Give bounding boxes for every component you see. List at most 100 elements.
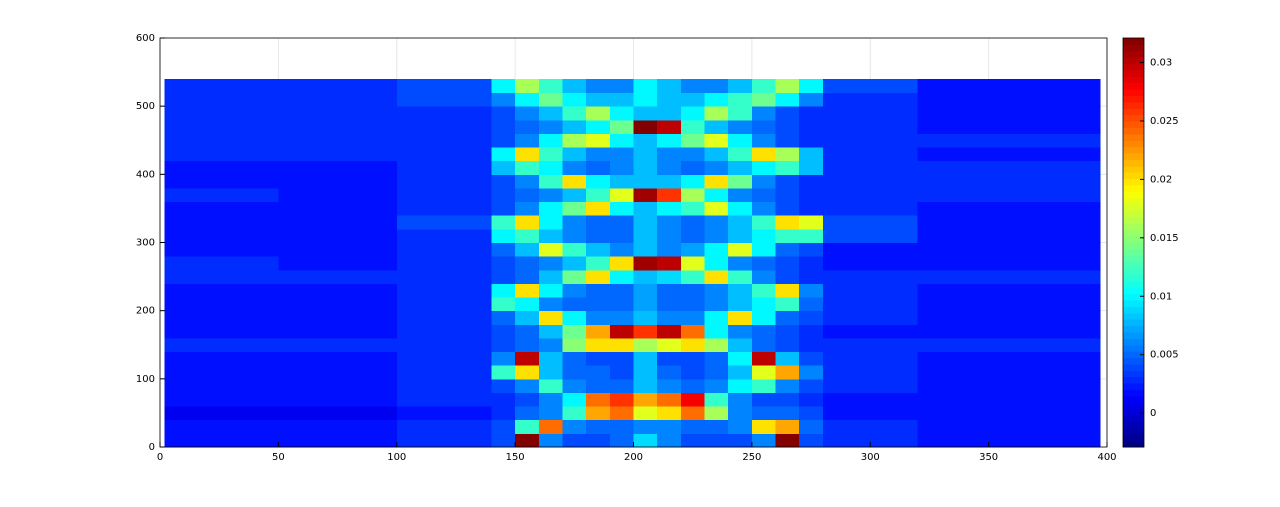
heatmap-cell <box>728 133 753 148</box>
heatmap-cell <box>775 78 800 94</box>
heatmap-cell <box>164 242 279 257</box>
heatmap-cell <box>704 378 729 393</box>
heatmap-cell <box>799 119 824 134</box>
colorbar-segment <box>1123 415 1144 422</box>
heatmap-cell <box>396 283 492 298</box>
y-tick-label: 600 <box>136 33 155 44</box>
heatmap-cell <box>609 78 634 94</box>
heatmap-cell <box>728 297 753 312</box>
heatmap-cell <box>515 406 540 421</box>
heatmap-cell <box>562 106 587 121</box>
heatmap-cell <box>586 133 611 148</box>
heatmap-cell <box>515 78 540 94</box>
x-tick-label: 200 <box>624 452 643 463</box>
heatmap-cell <box>680 310 706 325</box>
heatmap-cell <box>609 351 634 366</box>
heatmap-cell <box>822 433 919 448</box>
heatmap-cell <box>728 92 753 107</box>
heatmap-cell <box>278 174 398 189</box>
heatmap-cell <box>822 310 919 325</box>
heatmap-cell <box>917 106 1101 121</box>
heatmap-cell <box>538 269 563 284</box>
colorbar-segment <box>1123 300 1144 307</box>
heatmap-cell <box>657 324 682 339</box>
heatmap-cell <box>562 256 587 271</box>
heatmap-cell <box>538 433 563 448</box>
heatmap-cell <box>822 228 919 243</box>
heatmap-cell <box>538 106 563 121</box>
heatmap-cell <box>609 147 634 162</box>
colorbar-segment <box>1123 50 1144 58</box>
heatmap-cell <box>396 433 492 448</box>
heatmap-cell <box>799 78 824 94</box>
heatmap-cell <box>917 419 1101 434</box>
heatmap-cell <box>728 242 753 257</box>
heatmap-cell <box>164 147 279 162</box>
heatmap-cell <box>799 351 824 366</box>
heatmap-cell <box>751 324 777 339</box>
colorbar-tick-label: 0.02 <box>1150 174 1172 185</box>
heatmap-cell <box>278 78 398 94</box>
colorbar-tick-label: 0.01 <box>1150 291 1172 302</box>
colorbar-segment <box>1123 236 1144 243</box>
heatmap-cell <box>586 174 611 189</box>
colorbar-segment <box>1123 293 1144 301</box>
heatmap-cell <box>396 310 492 325</box>
heatmap-cell <box>164 283 279 298</box>
heatmap-cell <box>164 269 279 284</box>
heatmap-cell <box>278 256 398 271</box>
heatmap-cell <box>751 365 777 380</box>
colorbar-segment <box>1123 121 1144 128</box>
heatmap-cell <box>917 283 1101 298</box>
heatmap-cell <box>396 242 492 257</box>
heatmap-cell <box>751 147 777 162</box>
heatmap-cell <box>609 392 634 407</box>
heatmap-cell <box>609 228 634 243</box>
heatmap-cell <box>562 215 587 230</box>
heatmap-cell <box>680 337 706 353</box>
heatmap-cell <box>822 187 919 203</box>
heatmap-cell <box>491 106 516 121</box>
heatmap-cell <box>562 433 587 448</box>
heatmap-cell <box>515 256 540 271</box>
heatmap-cell <box>586 187 611 203</box>
heatmap-cell <box>562 119 587 134</box>
heatmap-cell <box>751 337 777 353</box>
heatmap-cell <box>822 324 919 339</box>
heatmap-cell <box>657 433 682 448</box>
colorbar-segment <box>1123 306 1144 314</box>
heatmap-cell <box>680 174 706 189</box>
heatmap-cell <box>562 324 587 339</box>
heatmap-cell <box>609 324 634 339</box>
heatmap-cell <box>633 133 658 148</box>
heatmap-cell <box>278 187 398 203</box>
heatmap-cell <box>633 365 658 380</box>
heatmap-cell <box>657 337 682 353</box>
heatmap-cell <box>586 419 611 434</box>
heatmap-cell <box>515 242 540 257</box>
heatmap-cell <box>728 406 753 421</box>
colorbar-segment <box>1123 402 1144 410</box>
heatmap-cell <box>586 201 611 216</box>
heatmap-cell <box>751 133 777 148</box>
heatmap-cell <box>657 201 682 216</box>
heatmap-cell <box>775 187 800 203</box>
heatmap-cell <box>491 365 516 380</box>
heatmap-cell <box>562 228 587 243</box>
heatmap-cell <box>538 201 563 216</box>
heatmap-cell <box>164 297 279 312</box>
heatmap-cell <box>728 378 753 393</box>
heatmap-cell <box>538 256 563 271</box>
heatmap-cell <box>562 187 587 203</box>
heatmap-cell <box>799 133 824 148</box>
heatmap-cell <box>164 106 279 121</box>
heatmap-cell <box>278 392 398 407</box>
heatmap-cell <box>562 337 587 353</box>
heatmap-cell <box>657 419 682 434</box>
heatmap-cell <box>704 269 729 284</box>
colorbar-segment <box>1123 408 1144 416</box>
heatmap-cell <box>396 419 492 434</box>
heatmap-cell <box>562 310 587 325</box>
heatmap-cell <box>164 351 279 366</box>
heatmap-cell <box>278 365 398 380</box>
